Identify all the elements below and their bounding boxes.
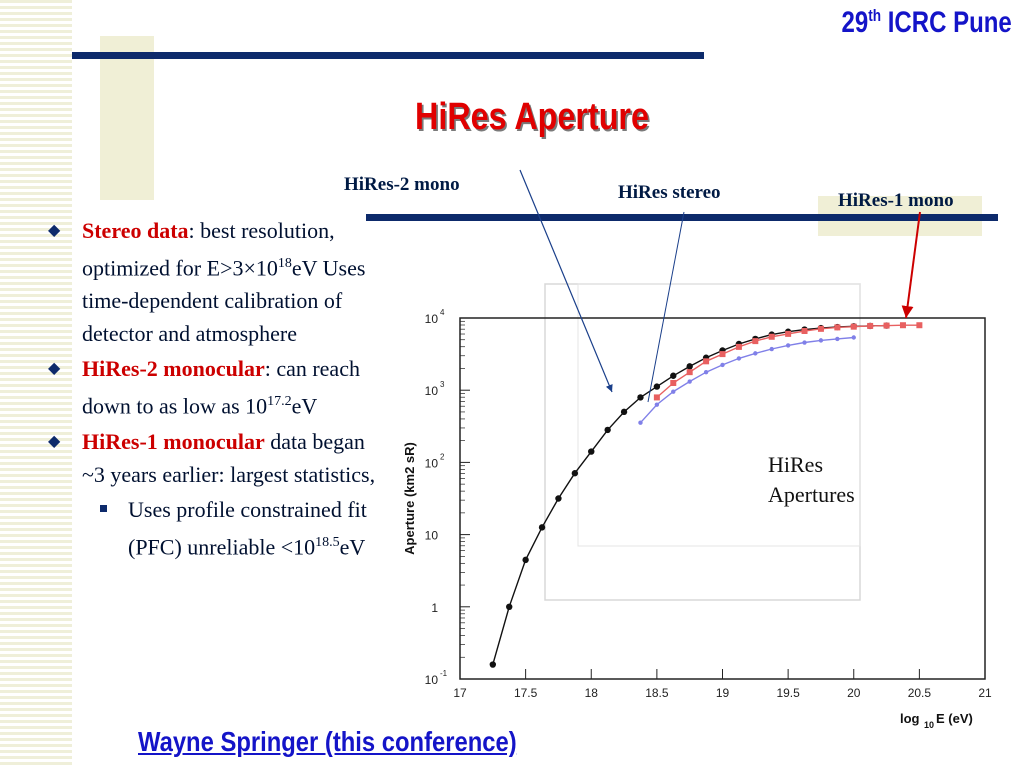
series-point-1 <box>686 369 693 376</box>
x-axis-label-sub: 10 <box>924 720 934 730</box>
slide-title: HiRes Aperture <box>415 96 649 138</box>
bullet-label: HiRes-1 monocular <box>82 428 265 454</box>
series-point-2 <box>818 338 824 343</box>
x-tick-label: 20 <box>847 686 861 700</box>
series-point-2 <box>720 362 725 368</box>
decorative-block-top <box>100 36 154 200</box>
series-point-2 <box>785 343 791 348</box>
mid-rule <box>366 214 998 221</box>
bullet-stereo: ◆ Stereo data: best resolution, optimize… <box>48 214 378 350</box>
series-point-0 <box>670 372 677 379</box>
x-tick-label: 17.5 <box>514 686 538 700</box>
callout-hires1-mono: HiRes-1 mono <box>838 190 954 211</box>
y-tick-exponent: 2 <box>440 452 445 461</box>
y-tick-exponent: 4 <box>440 308 445 317</box>
series-point-1 <box>752 338 759 345</box>
x-axis-label-end: E (eV) <box>936 711 973 726</box>
series-point-2 <box>851 335 856 340</box>
top-rule <box>72 52 704 59</box>
y-tick-exponent: 3 <box>440 380 445 389</box>
series-line-2 <box>639 336 854 424</box>
series-point-2 <box>687 379 692 384</box>
series-point-1 <box>883 322 890 329</box>
arrow-hires2 <box>519 169 613 393</box>
bullet-label: HiRes-2 monocular <box>82 356 265 382</box>
y-tick-label: 1 <box>431 601 438 615</box>
series-point-0 <box>604 426 611 434</box>
series-point-0 <box>538 524 546 531</box>
x-tick-label: 18 <box>585 686 599 700</box>
series-point-1 <box>719 351 726 358</box>
series-point-2 <box>753 351 758 356</box>
diamond-bullet-icon: ◆ <box>48 360 61 378</box>
series-point-1 <box>703 358 710 365</box>
callout-hires-stereo: HiRes stereo <box>618 182 721 203</box>
series-point-1 <box>899 322 906 329</box>
series-point-0 <box>686 363 693 370</box>
inset-inner-frame <box>577 283 861 547</box>
y-tick-label: 10 <box>425 384 439 398</box>
series-point-2 <box>671 389 676 394</box>
x-tick-label: 19.5 <box>776 686 800 700</box>
chart-annotation-line1: HiRes <box>768 452 823 477</box>
arrow-hires1 <box>901 211 921 319</box>
x-tick-label: 18.5 <box>645 686 669 700</box>
bullet-hires1: ◆ HiRes-1 monocular data began ~3 years … <box>48 425 378 491</box>
series-point-2 <box>802 340 807 345</box>
series-point-2 <box>654 402 660 407</box>
series-point-0 <box>571 470 579 477</box>
series-point-2 <box>835 336 840 342</box>
series-point-1 <box>850 323 857 330</box>
x-tick-label: 21 <box>978 686 992 700</box>
series-point-1 <box>817 325 824 332</box>
series-point-0 <box>637 394 644 401</box>
series-point-0 <box>653 383 661 390</box>
series-point-2 <box>638 420 643 425</box>
bullet-label: Stereo data <box>82 218 189 243</box>
series-point-0 <box>588 448 595 455</box>
series-point-2 <box>703 369 709 375</box>
series-point-1 <box>670 379 677 386</box>
series-point-1 <box>735 343 742 350</box>
series-point-1 <box>768 333 775 340</box>
series-point-0 <box>620 408 628 416</box>
diamond-bullet-icon: ◆ <box>48 432 61 450</box>
arrow-stereo <box>647 211 685 403</box>
series-point-0 <box>555 495 562 502</box>
x-tick-label: 19 <box>716 686 730 700</box>
y-tick-label: 10 <box>425 456 439 470</box>
bullet-hires2: ◆ HiRes-2 monocular: can reach down to a… <box>48 352 378 422</box>
series-point-1 <box>801 327 808 334</box>
bullet-list: ◆ Stereo data: best resolution, optimize… <box>48 214 378 563</box>
series-point-1 <box>916 322 923 329</box>
series-point-1 <box>785 330 792 337</box>
x-tick-label: 17 <box>453 686 467 700</box>
conference-label: 29th ICRC Pune <box>841 6 1012 39</box>
decorative-stripes <box>0 0 72 768</box>
square-bullet-icon <box>100 504 107 512</box>
x-axis-label: log <box>900 711 920 726</box>
series-point-2 <box>769 346 774 352</box>
y-tick-label: 10 <box>425 529 439 543</box>
callout-hires2-mono: HiRes-2 mono <box>344 174 460 195</box>
y-tick-label: 10 <box>425 673 439 687</box>
footer-credit: Wayne Springer (this conference) <box>138 726 517 757</box>
chart-annotation-line2: Apertures <box>768 482 855 507</box>
series-point-1 <box>867 322 874 329</box>
y-tick-label: 10 <box>425 312 439 326</box>
series-point-2 <box>736 356 742 361</box>
y-axis-label: Aperture (km2 sR) <box>402 442 417 555</box>
series-point-0 <box>489 661 497 668</box>
sub-bullet-pfc: Uses profile constrained fit (PFC) unrel… <box>48 493 378 563</box>
series-point-1 <box>834 324 841 331</box>
series-point-0 <box>506 603 513 610</box>
x-tick-label: 20.5 <box>908 686 932 700</box>
series-point-0 <box>522 556 529 564</box>
y-tick-exponent: -1 <box>440 669 448 678</box>
series-point-1 <box>653 394 660 401</box>
diamond-bullet-icon: ◆ <box>48 222 61 239</box>
